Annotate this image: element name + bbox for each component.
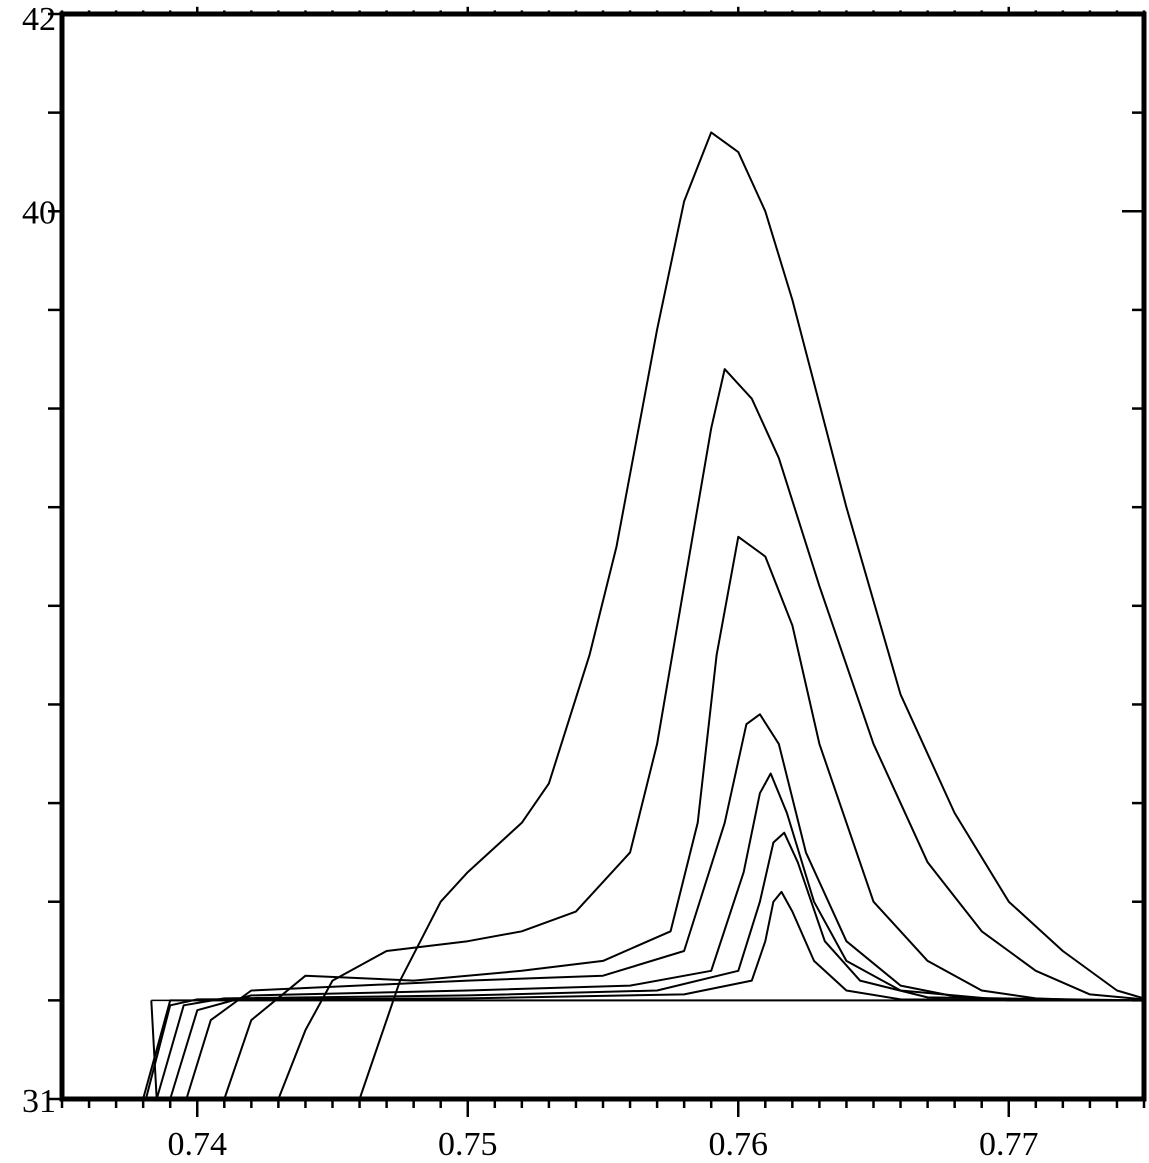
tick-layer (48, 6, 1146, 1117)
series-line-3 (223, 535, 1144, 1100)
series-line-7 (144, 890, 1145, 1100)
series-layer (142, 131, 1145, 1100)
x-tick-label: 0.74 (168, 1126, 228, 1163)
series-line-6 (150, 831, 1145, 1100)
series-line-1 (358, 131, 1145, 1100)
y-tick-label: 31 (22, 1083, 56, 1120)
plot-frame (59, 11, 1147, 1102)
series-line-8 (142, 999, 1144, 1100)
y-tick-label: 40 (22, 194, 56, 231)
series-line-5 (169, 772, 1144, 1100)
x-tick-label: 0.75 (438, 1126, 498, 1163)
series-line-2 (277, 368, 1145, 1100)
y-tick-label: 42 (22, 1, 56, 38)
tick-label-layer: 0.74 0.75 0.76 0.77 31 40 42 (22, 1, 1039, 1163)
x-tick-label: 0.76 (709, 1126, 769, 1163)
x-tick-label: 0.77 (979, 1126, 1039, 1163)
series-line-4 (185, 713, 1144, 1100)
